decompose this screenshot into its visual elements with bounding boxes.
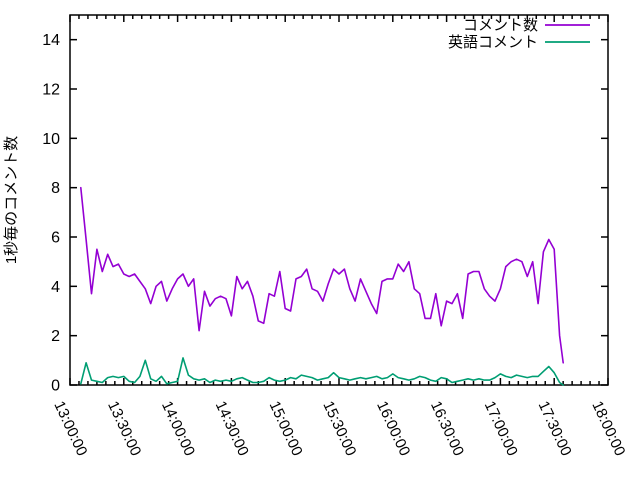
- y-axis-tick-labels: 0 2 4 6 8 10 12 14: [42, 32, 60, 394]
- x-tick-label: 16:30:00: [427, 399, 467, 459]
- x-axis-tick-labels: 13:00:00 13:30:00 14:00:00 14:30:00 15:00:00…: [50, 399, 628, 459]
- y-tick-label: 12: [42, 82, 60, 99]
- x-tick-label: 14:30:00: [212, 399, 252, 459]
- legend-entry-comment-count: コメント数: [463, 17, 590, 34]
- y-tick-label: 4: [51, 279, 60, 296]
- y-axis-title: 1秒毎のコメント数: [3, 136, 20, 264]
- legend-entry-english-comments: 英語コメント: [448, 33, 590, 51]
- series-line-comment-count: [80, 186, 565, 364]
- x-tick-label: 13:00:00: [50, 399, 90, 459]
- y-tick-label: 8: [51, 180, 60, 197]
- series-line-english-comments: [80, 357, 565, 386]
- y-tick-label: 6: [51, 230, 60, 247]
- legend: コメント数 英語コメント: [448, 17, 590, 51]
- x-tick-label: 15:30:00: [319, 399, 359, 459]
- legend-label-english-comments: 英語コメント: [448, 33, 538, 51]
- x-tick-label: 17:00:00: [481, 399, 521, 459]
- plot-border: [69, 14, 609, 386]
- data-series: [80, 186, 565, 386]
- axis-ticks: [69, 15, 609, 386]
- x-tick-label: 14:00:00: [158, 399, 198, 459]
- x-tick-label: 17:30:00: [535, 399, 575, 459]
- x-tick-label: 18:00:00: [588, 399, 628, 459]
- x-tick-label: 13:30:00: [104, 399, 144, 459]
- legend-label-comment-count: コメント数: [463, 17, 538, 34]
- y-tick-label: 2: [51, 328, 60, 345]
- x-tick-label: 15:00:00: [266, 399, 306, 459]
- y-tick-label: 10: [42, 131, 60, 148]
- y-tick-label: 14: [42, 32, 60, 49]
- y-tick-label: 0: [51, 378, 60, 395]
- x-tick-label: 16:00:00: [373, 399, 413, 459]
